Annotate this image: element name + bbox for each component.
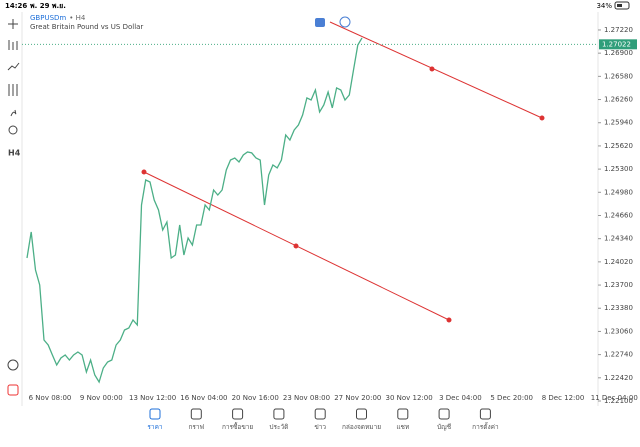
x-tick-label: 8 Dec 12:00 [542,394,585,402]
tab-label[interactable]: บัญชี [437,423,452,431]
tab-label[interactable]: ข่าว [314,423,326,431]
y-tick-label: 1.25300 [604,165,633,173]
x-tick-label: 27 Nov 20:00 [334,394,381,402]
status-time: 14:26 [5,2,27,10]
trend-point[interactable] [446,317,452,323]
x-tick-label: 3 Dec 04:00 [439,394,482,402]
y-tick-label: 1.26580 [604,72,633,80]
objects-icon[interactable] [8,125,18,135]
y-tick-label: 1.24340 [604,235,633,243]
y-tick-label: 1.26900 [604,49,633,57]
tab-icon[interactable] [232,408,244,420]
tab-label[interactable]: แชท [396,423,409,431]
trend-point[interactable] [539,115,545,121]
y-tick-label: 1.26260 [604,96,633,104]
x-tick-label: 30 Nov 12:00 [385,394,432,402]
x-tick-label: 23 Nov 08:00 [283,394,330,402]
crosshair-icon[interactable] [8,19,18,29]
x-tick-label: 11 Dec 04:00 [591,394,638,402]
function-icon[interactable] [10,109,17,117]
trend-point[interactable] [293,243,299,249]
x-tick-label: 9 Nov 00:00 [80,394,123,402]
timeframe: • H4 [69,14,86,22]
y-tick-label: 1.23060 [604,327,633,335]
x-tick-label: 16 Nov 04:00 [180,394,227,402]
y-tick-label: 1.22100 [604,397,633,405]
symbol-description: Great Britain Pound vs US Dollar [30,23,143,31]
y-tick-label: 1.27220 [604,26,633,34]
tab-icon[interactable] [397,408,409,420]
candles-icon[interactable] [8,40,18,50]
y-tick-label: 1.23700 [604,281,633,289]
y-tick-label: 1.25620 [604,142,633,150]
tab-label[interactable]: การซื้อขาย [222,422,253,431]
tab-icon[interactable] [356,408,367,420]
tab-icon[interactable] [314,408,326,420]
current-price-box [599,39,637,50]
y-tick-label: 1.22420 [604,374,633,382]
x-tick-label: 20 Nov 16:00 [232,394,279,402]
tab-icon[interactable] [438,408,450,420]
toolbar-icons [7,19,20,396]
battery-icon [614,1,630,10]
y-tick-label: 1.22740 [604,351,633,359]
y-tick-label: 1.24660 [604,211,633,219]
battery-text: 34% [596,2,612,10]
settings-icon[interactable] [8,84,18,96]
battery-level [617,4,622,7]
trend-channel [141,21,545,323]
tab-icon[interactable] [273,408,285,420]
tab-icon[interactable] [149,408,161,420]
price-line [26,37,363,384]
y-tick-label: 1.24020 [604,258,633,266]
symbol[interactable]: GBPUSDm • H4 [30,14,86,22]
trend-point[interactable] [141,169,147,175]
tab-icon[interactable] [479,408,491,420]
tab-label[interactable]: กล่องจดหมาย [342,423,381,431]
x-tick-label: 5 Dec 20:00 [490,394,533,402]
broker-icon[interactable] [7,384,19,396]
y-tick-label: 1.23380 [604,304,633,312]
trend-line[interactable] [329,21,543,119]
status-date: พ. 29 พ.ย. [30,2,66,10]
x-tick-label: 6 Nov 08:00 [29,394,72,402]
current-price-label: 1.27022 [602,40,631,48]
tab-label[interactable]: ประวัติ [269,423,288,431]
tab-icon[interactable] [190,408,202,420]
x-tick-label: 13 Nov 12:00 [129,394,176,402]
tab-bar: ราคา กราฟ การซื้อขาย ประวัติ ข่าว กล่องจดหมาย… [147,408,499,431]
tab-label[interactable]: กราฟ [188,423,204,431]
trade-marker[interactable] [315,18,325,27]
symbol-name: GBPUSDm [30,14,66,22]
y-tick-label: 1.24980 [604,188,633,196]
indicator-icon[interactable] [7,62,20,71]
market-icon[interactable] [7,359,19,371]
event-marker[interactable] [339,16,351,28]
trend-point[interactable] [429,66,435,72]
toolbar-timeframe[interactable]: H4 [8,149,21,158]
tab-label[interactable]: ราคา [147,423,162,431]
tab-label[interactable]: การตั้งค่า [472,422,499,431]
y-tick-label: 1.25940 [604,119,633,127]
